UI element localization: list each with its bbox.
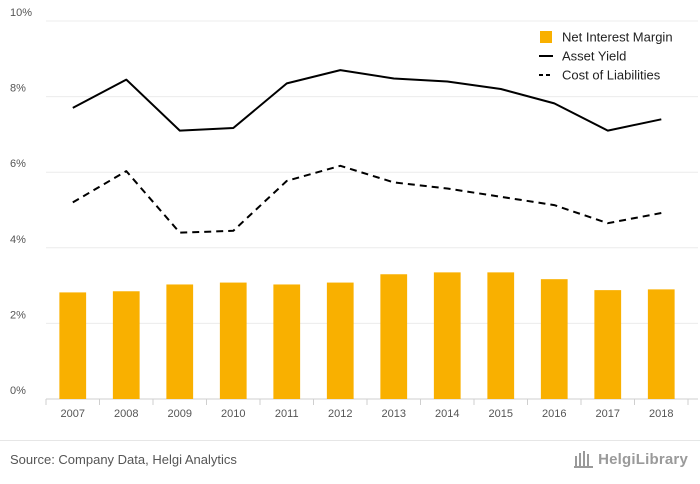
y-tick-label: 8% [10, 83, 26, 95]
bar-2008 [112, 291, 140, 399]
bar-2011 [273, 284, 301, 399]
x-tick-label: 2009 [168, 408, 192, 420]
bar-2016 [540, 279, 568, 399]
y-tick-label: 2% [10, 309, 26, 321]
x-tick-label: 2012 [328, 408, 352, 420]
bar-2013 [380, 274, 408, 399]
x-tick-label: 2013 [382, 408, 406, 420]
bar-series [59, 272, 675, 399]
x-tick-label: 2016 [542, 408, 566, 420]
bar-2007 [59, 292, 87, 399]
bar-2012 [326, 282, 354, 399]
bar-2010 [219, 282, 247, 399]
legend-label: Asset Yield [562, 49, 626, 64]
y-tick-label: 0% [10, 385, 26, 397]
x-tick-label: 2017 [596, 408, 620, 420]
line-cost-of-liabilities [72, 164, 662, 234]
x-tick-label: 2015 [489, 408, 513, 420]
brand-logo: HelgiLibrary [574, 450, 688, 468]
x-tick-label: 2018 [649, 408, 673, 420]
x-tick-label: 2011 [275, 408, 299, 420]
footer: Source: Company Data, Helgi Analytics He… [0, 440, 700, 484]
y-tick-label: 6% [10, 158, 26, 170]
gridlines [46, 20, 698, 400]
y-tick-label: 4% [10, 234, 26, 246]
bar-2018 [647, 289, 675, 399]
source-note: Source: Company Data, Helgi Analytics [10, 452, 237, 467]
x-tick-label: 2007 [61, 408, 85, 420]
legend-label: Cost of Liabilities [562, 68, 661, 83]
brand-text: HelgiLibrary [598, 450, 688, 468]
x-tick-label: 2010 [221, 408, 245, 420]
x-tick-label: 2014 [435, 408, 459, 420]
line-asset-yield [72, 69, 662, 132]
bar-2014 [433, 272, 461, 399]
x-axis: 2007 2008 2009 2010 2011 2012 2013 2014 2015 2016… [45, 399, 689, 420]
y-tick-label: 10% [10, 7, 32, 19]
library-icon [574, 451, 594, 468]
bar-2017 [594, 290, 622, 399]
bar-2015 [487, 272, 515, 399]
line-series [72, 69, 662, 234]
x-tick-label: 2008 [114, 408, 138, 420]
legend: Net Interest Margin Asset Yield Cost of Li… [539, 30, 673, 83]
bar-2009 [166, 284, 194, 399]
y-axis-ticks: 0% 2% 4% 6% 8% 10% [10, 7, 32, 397]
chart: 0%2%4%6%8%10% 2007 2008 2009 2010 2011 2012 20… [10, 7, 698, 420]
legend-label: Net Interest Margin [562, 30, 673, 45]
legend-swatch [540, 31, 552, 43]
